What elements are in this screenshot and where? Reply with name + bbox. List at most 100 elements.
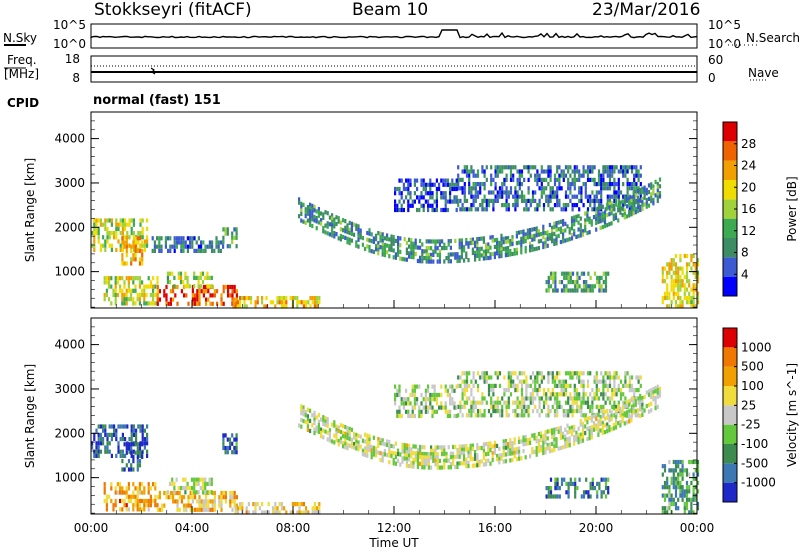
power-cell bbox=[586, 194, 590, 199]
velocity-cell bbox=[527, 404, 530, 409]
velocity-cell bbox=[489, 444, 492, 449]
power-cell bbox=[487, 255, 490, 261]
power-cell bbox=[458, 241, 461, 247]
velocity-cell bbox=[381, 451, 384, 456]
power-cell bbox=[535, 229, 538, 234]
velocity-cell bbox=[465, 371, 469, 376]
power-cell bbox=[635, 173, 638, 178]
power-cell bbox=[533, 227, 536, 232]
power-cell bbox=[412, 245, 415, 250]
velocity-cell bbox=[613, 371, 616, 376]
power-cell bbox=[492, 198, 495, 203]
power-cell bbox=[443, 259, 446, 264]
power-cell bbox=[602, 173, 605, 178]
velocity-cell bbox=[104, 445, 107, 450]
velocity-cell bbox=[672, 497, 675, 502]
power-cell bbox=[546, 230, 549, 235]
velocity-cell bbox=[99, 449, 102, 454]
velocity-cell bbox=[124, 437, 127, 442]
velocity-cell bbox=[143, 486, 146, 491]
power-cell bbox=[337, 219, 340, 224]
velocity-cell bbox=[424, 409, 427, 414]
power-cell bbox=[628, 196, 631, 201]
power-cell bbox=[474, 240, 477, 245]
power-cell bbox=[178, 240, 181, 245]
power-cell bbox=[105, 276, 108, 281]
power-cell bbox=[498, 190, 502, 195]
velocity-cell bbox=[452, 461, 455, 466]
velocity-cell bbox=[233, 495, 236, 500]
power-cell bbox=[688, 295, 691, 301]
velocity-cell bbox=[559, 425, 562, 430]
velocity-cell bbox=[154, 494, 157, 499]
velocity-cell bbox=[443, 445, 446, 450]
power-cell bbox=[407, 203, 410, 208]
velocity-colorbar-swatch bbox=[723, 328, 737, 348]
power-cell bbox=[444, 178, 447, 183]
velocity-cell bbox=[348, 443, 351, 448]
velocity-cell bbox=[470, 413, 473, 418]
velocity-cell bbox=[507, 404, 510, 409]
velocity-cell bbox=[588, 429, 591, 434]
power-cell bbox=[344, 235, 347, 240]
power-cell bbox=[542, 169, 546, 174]
velocity-cell bbox=[639, 396, 642, 401]
velocity-cell bbox=[121, 486, 124, 491]
velocity-cell bbox=[674, 485, 678, 490]
power-cell bbox=[542, 203, 546, 208]
power-cell bbox=[683, 253, 686, 259]
velocity-cell bbox=[604, 379, 607, 384]
power-cell bbox=[215, 244, 218, 249]
power-cell bbox=[555, 234, 558, 239]
power-cell bbox=[617, 204, 620, 210]
power-cell bbox=[224, 227, 227, 232]
power-cell bbox=[311, 213, 314, 218]
power-cell bbox=[146, 239, 149, 244]
power-cell bbox=[656, 182, 659, 187]
velocity-cell bbox=[419, 448, 422, 453]
velocity-cell bbox=[326, 437, 329, 442]
velocity-cell bbox=[504, 459, 507, 464]
velocity-cell bbox=[534, 383, 537, 388]
time-tick-label: 16:00 bbox=[478, 521, 513, 535]
velocity-cell bbox=[331, 422, 334, 427]
power-cell bbox=[156, 301, 159, 306]
velocity-cell bbox=[496, 453, 499, 459]
power-cell bbox=[567, 194, 570, 199]
power-cell bbox=[606, 213, 609, 218]
power-cell bbox=[125, 248, 128, 253]
power-cell bbox=[694, 274, 697, 280]
velocity-cell bbox=[531, 379, 535, 384]
power-cell bbox=[459, 186, 462, 191]
power-cell bbox=[121, 257, 124, 262]
power-cell bbox=[600, 284, 603, 289]
velocity-cell bbox=[490, 375, 493, 380]
velocity-cell bbox=[670, 493, 673, 498]
power-cell bbox=[610, 221, 613, 226]
power-cell bbox=[471, 247, 474, 252]
power-cell bbox=[574, 288, 577, 293]
velocity-cell bbox=[328, 438, 331, 443]
power-cell bbox=[316, 300, 319, 305]
velocity-cell bbox=[573, 409, 576, 414]
power-cell bbox=[132, 240, 135, 245]
velocity-cell bbox=[562, 431, 565, 436]
power-cell bbox=[164, 240, 167, 245]
power-cell bbox=[400, 203, 403, 208]
power-cell bbox=[553, 177, 557, 182]
velocity-cell bbox=[454, 464, 457, 470]
velocity-cell bbox=[568, 426, 571, 431]
velocity-cell bbox=[564, 441, 567, 446]
power-cell bbox=[160, 244, 163, 249]
power-cell bbox=[333, 224, 336, 229]
velocity-cell bbox=[567, 481, 570, 486]
power-cell bbox=[688, 279, 691, 284]
power-cell bbox=[538, 186, 541, 191]
velocity-cell bbox=[666, 493, 669, 498]
power-cell bbox=[554, 288, 557, 293]
power-cell bbox=[103, 280, 106, 285]
velocity-cell bbox=[606, 371, 609, 376]
velocity-cell bbox=[353, 432, 356, 437]
velocity-cell bbox=[366, 453, 369, 458]
power-cell bbox=[132, 301, 135, 306]
